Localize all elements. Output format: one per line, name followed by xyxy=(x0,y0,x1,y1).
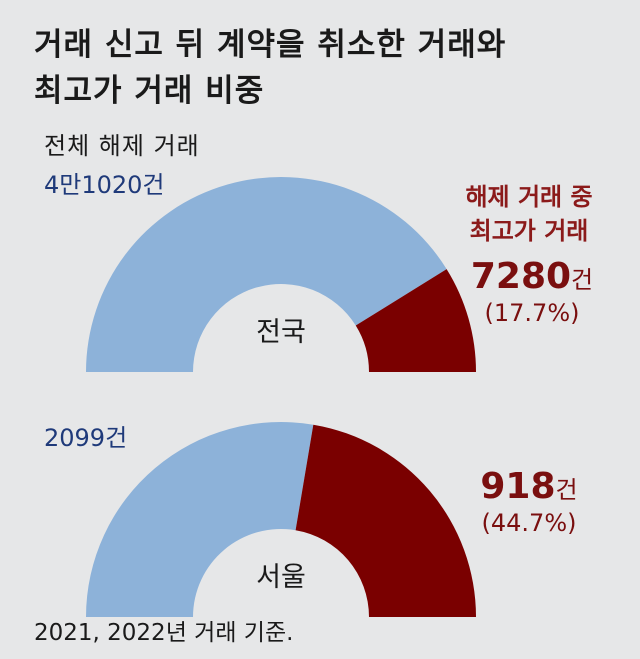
highest-value-seoul: 918 xyxy=(480,466,556,507)
slice-total-seoul xyxy=(86,422,314,617)
highest-count-seoul: 918건 (44.7%) xyxy=(464,466,594,537)
region-label-nationwide: 전국 xyxy=(256,317,306,348)
highest-pct-nationwide: (17.7%) xyxy=(484,299,580,327)
highest-count-nationwide: 7280건 (17.7%) xyxy=(462,256,602,327)
total-label-nationwide: 4만1020건 xyxy=(44,171,165,199)
slice-total-nationwide xyxy=(86,176,447,372)
highest-pct-seoul: (44.7%) xyxy=(481,509,577,537)
title-line-2: 최고가 거래 비중 xyxy=(34,73,265,109)
subtitle: 전체 해제 거래 xyxy=(44,132,200,160)
highest-unit-nationwide: 건 xyxy=(571,266,594,294)
footnote: 2021, 2022년 거래 기준. xyxy=(34,620,294,646)
slice-highest-seoul xyxy=(295,424,477,617)
highest-value-nationwide: 7280 xyxy=(470,256,572,297)
title-line-1: 거래 신고 뒤 계약을 취소한 거래와 xyxy=(34,27,507,63)
slice-highest-nationwide xyxy=(355,269,476,372)
highest-annotation: 해제 거래 중 최고가 거래 xyxy=(444,180,614,248)
annotation-line-1: 해제 거래 중 xyxy=(465,183,593,211)
region-label-seoul: 서울 xyxy=(256,562,306,593)
annotation-line-2: 최고가 거래 xyxy=(469,217,589,245)
highest-unit-seoul: 건 xyxy=(555,476,578,504)
total-label-seoul: 2099건 xyxy=(44,424,128,452)
chart-title: 거래 신고 뒤 계약을 취소한 거래와 최고가 거래 비중 xyxy=(34,22,506,114)
